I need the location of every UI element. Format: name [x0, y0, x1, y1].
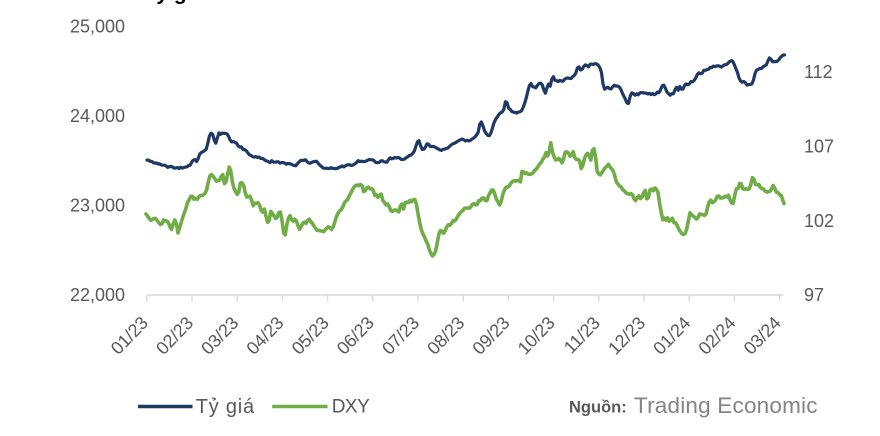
svg-text:06/23: 06/23: [333, 313, 378, 359]
svg-text:97: 97: [804, 285, 824, 305]
svg-text:01/23: 01/23: [107, 313, 152, 359]
svg-text:22,000: 22,000: [70, 285, 125, 305]
svg-text:05/23: 05/23: [288, 313, 333, 359]
svg-text:Tỷ giá: Tỷ giá: [196, 396, 255, 418]
svg-text:DXY: DXY: [332, 397, 370, 418]
svg-text:25,000: 25,000: [70, 17, 125, 37]
svg-text:23,000: 23,000: [70, 196, 125, 216]
svg-text:09/23: 09/23: [468, 313, 513, 359]
svg-text:07/23: 07/23: [378, 313, 423, 359]
svg-text:Tỷ giá: Tỷ giá: [144, 0, 205, 5]
svg-text:11/23: 11/23: [560, 313, 604, 358]
svg-text:02/23: 02/23: [152, 313, 197, 359]
svg-text:Trading Economic: Trading Economic: [634, 393, 818, 418]
svg-text:12/23: 12/23: [604, 313, 649, 359]
svg-text:03/24: 03/24: [740, 313, 785, 359]
svg-text:102: 102: [804, 211, 834, 231]
svg-text:02/24: 02/24: [694, 313, 739, 359]
svg-text:01/24: 01/24: [649, 313, 694, 359]
svg-text:Nguồn:: Nguồn:: [569, 399, 627, 417]
svg-text:10/23: 10/23: [514, 313, 559, 359]
svg-text:107: 107: [804, 136, 834, 156]
svg-text:24,000: 24,000: [70, 106, 125, 126]
svg-text:08/23: 08/23: [423, 313, 468, 359]
svg-text:112: 112: [804, 62, 833, 82]
svg-text:03/23: 03/23: [197, 313, 242, 359]
svg-text:04/23: 04/23: [242, 313, 287, 359]
